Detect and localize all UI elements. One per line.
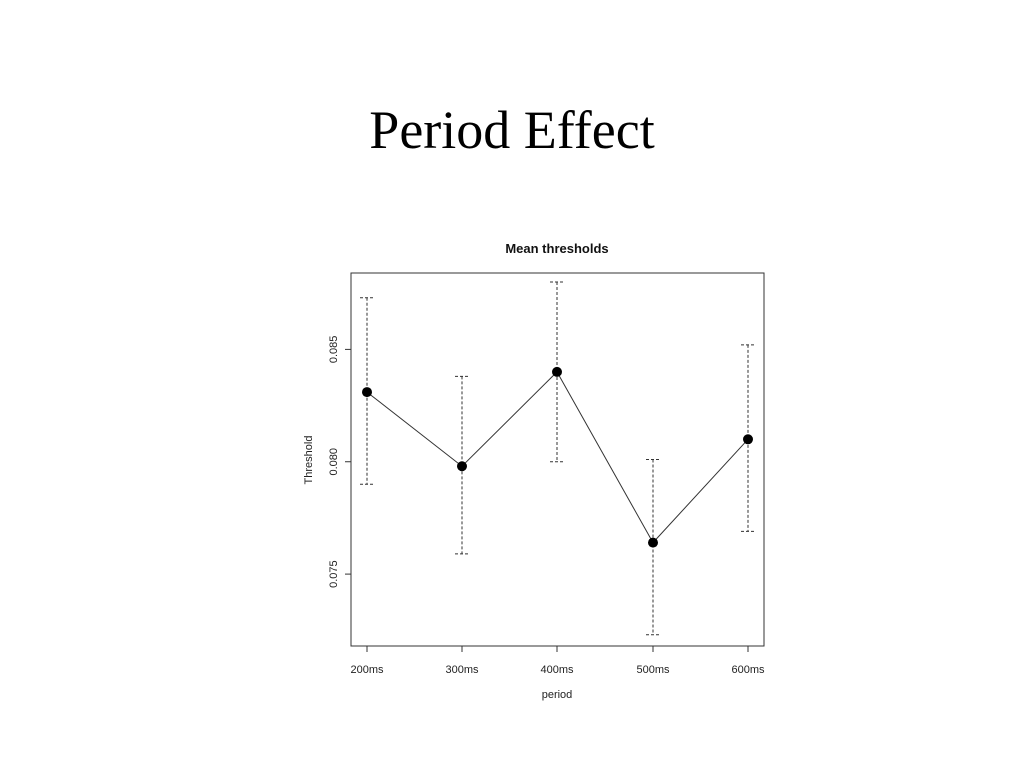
data-points <box>362 366 753 548</box>
x-tick-label: 300ms <box>445 664 479 676</box>
y-tick-label: 0.085 <box>328 336 340 364</box>
chart-title: Mean thresholds <box>505 241 608 256</box>
x-tick-label: 400ms <box>540 664 574 676</box>
x-tick-label: 600ms <box>731 664 765 676</box>
data-point <box>743 434 753 445</box>
data-point <box>552 366 562 377</box>
y-tick-label: 0.075 <box>328 560 340 588</box>
error-bars <box>360 281 755 636</box>
y-tick-label: 0.080 <box>328 448 340 476</box>
x-tick-label: 500ms <box>636 664 670 676</box>
data-point <box>362 387 372 398</box>
x-axis: 200ms 300ms 400ms 500ms 600ms <box>350 646 765 676</box>
x-tick-label: 200ms <box>350 664 384 676</box>
data-point <box>648 537 658 548</box>
y-axis: 0.075 0.080 0.085 <box>328 336 351 588</box>
slide-title: Period Effect <box>369 100 655 160</box>
data-point <box>457 461 467 472</box>
y-axis-label: Threshold <box>303 436 315 485</box>
x-axis-label: period <box>542 689 573 701</box>
